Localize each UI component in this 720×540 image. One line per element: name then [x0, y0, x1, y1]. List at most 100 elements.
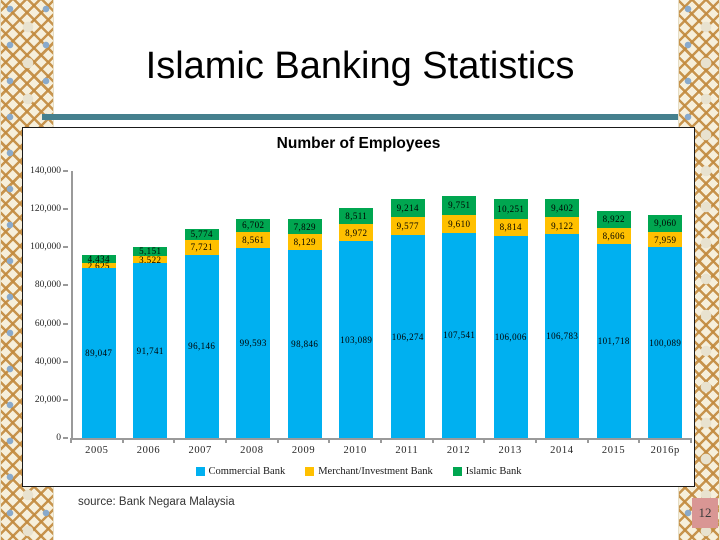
data-label: 8,129: [293, 236, 316, 247]
data-label: 106,783: [546, 331, 579, 342]
data-label: 8,606: [602, 230, 625, 241]
stacked-bar-2016p: 9,060 7,959 100,089: [648, 214, 683, 438]
data-label: 4,434: [87, 253, 110, 264]
stacked-bar-2013: 10,251 8,814 106,006: [493, 199, 528, 438]
data-label: 9,751: [448, 200, 471, 211]
chart-container: Number of Employees 0 20,000 40,000 60,000 8…: [22, 127, 695, 487]
x-axis-tick: [380, 438, 382, 443]
y-axis-label: 40,000: [34, 356, 61, 367]
x-axis-label: 2016p: [650, 445, 680, 456]
x-axis-label: 2014: [550, 445, 574, 456]
data-label: 106,274: [391, 331, 424, 342]
y-axis-label: 80,000: [34, 280, 61, 291]
data-label: 7,721: [190, 242, 213, 253]
slide-title: Islamic Banking Statistics: [145, 45, 575, 87]
bar-segment: 9,751: [442, 196, 477, 215]
bar-segment: 99,593: [236, 248, 271, 438]
bar-segment: 100,089: [648, 247, 683, 438]
x-axis-tick: [173, 438, 176, 443]
data-label: 100,089: [649, 337, 682, 348]
title-divider: [42, 114, 678, 120]
data-label: 7,959: [654, 234, 677, 245]
bar-segment: 9,610: [442, 214, 477, 233]
bar-segment: 8,129: [287, 234, 322, 250]
bar-segment: 106,274: [390, 235, 425, 438]
bar-slot: 9,214 9,577 106,274: [382, 171, 434, 438]
x-axis-tick: [431, 438, 434, 443]
stacked-bar-2011: 9,214 9,577 106,274: [390, 199, 425, 438]
bar-segment: 3,522: [133, 255, 168, 265]
y-axis-tick: [63, 170, 68, 172]
bar-slot: 5,774 7,721 96,146: [176, 171, 228, 438]
bar-segment: 98,846: [287, 249, 322, 438]
y-axis-tick: [63, 208, 68, 211]
stacked-bar-2015: 8,922 8,606 101,718: [596, 210, 631, 438]
y-axis-tick: [63, 398, 68, 401]
x-axis-label: 2012: [446, 445, 471, 456]
y-axis-tick: [63, 322, 68, 325]
data-label: 106,006: [494, 331, 527, 342]
bar-segment: 7,721: [184, 239, 219, 255]
legend-item: Commercial Bank: [195, 466, 286, 477]
stacked-bar-2009: 7,829 8,129 98,846: [287, 219, 322, 438]
legend-label: Commercial Bank: [208, 466, 286, 477]
bar-slot: 9,751 9,610 107,541: [434, 171, 486, 438]
data-label: 9,122: [551, 220, 574, 231]
bar-segment: 8,561: [236, 231, 271, 249]
stacked-bar-2008: 6,702 8,561 99,593: [236, 219, 271, 438]
x-axis-tick: [535, 438, 537, 443]
x-axis-tick: [690, 438, 692, 443]
legend-swatch-icon: [452, 467, 462, 476]
data-label: 99,593: [239, 338, 267, 349]
data-label: 91,741: [136, 345, 164, 356]
bar-segment: 8,814: [493, 219, 528, 236]
data-label: 9,214: [396, 203, 419, 214]
data-label: 96,146: [188, 341, 216, 352]
y-axis-label: 120,000: [30, 204, 61, 215]
legend-label: Merchant/Investment Bank: [318, 466, 433, 477]
bar-segment: 6,702: [236, 219, 271, 232]
bar-slot: 9,402 9,122 106,783: [537, 171, 589, 438]
y-axis: 0 20,000 40,000 60,000 80,000 100,000 120,000 1…: [23, 166, 70, 443]
bar-segment: 7,829: [287, 219, 322, 234]
bar-segment: 4,434: [81, 253, 116, 264]
data-label: 8,922: [602, 214, 625, 225]
bar-segment: 89,047: [81, 268, 116, 438]
x-axis-label: 2006: [136, 445, 161, 456]
x-axis-tick: [225, 438, 227, 443]
page-number-badge: 12: [692, 498, 718, 528]
data-label: 7,829: [293, 221, 316, 232]
data-label: 10,251: [497, 204, 525, 215]
legend-item: Merchant/Investment Bank: [305, 466, 433, 477]
legend-swatch-icon: [195, 467, 205, 476]
bar-segment: 96,146: [184, 254, 219, 438]
data-label: 5,774: [190, 229, 213, 240]
x-axis-tick: [70, 438, 72, 443]
bar-segment: 9,060: [648, 214, 683, 232]
x-axis-labels: 2005 2006 2007 2008 2009 2010 2011 2012 2013 2014…: [71, 445, 691, 456]
stacked-bar-2010: 8,511 8,972 103,089: [339, 208, 374, 438]
x-axis-label: 2015: [601, 445, 626, 456]
data-label: 101,718: [597, 336, 630, 346]
stacked-bar-2012: 9,751 9,610 107,541: [442, 196, 477, 438]
legend-label: Islamic Bank: [465, 466, 522, 477]
bar-segment: 8,922: [596, 210, 631, 228]
y-axis-tick: [63, 360, 68, 363]
data-label: 9,060: [654, 218, 677, 229]
stacked-bar-2005: 4,434 2,625 89,047: [81, 253, 116, 438]
bar-segment: 5,774: [184, 228, 219, 240]
data-label: 107,541: [443, 330, 476, 341]
x-axis-label: 2009: [291, 445, 316, 456]
bar-segment: 7,959: [648, 231, 683, 248]
x-axis-tick: [483, 438, 486, 443]
y-axis-tick: [63, 246, 68, 249]
bar-segment: 8,606: [596, 227, 631, 244]
x-axis-label: 2008: [240, 445, 264, 456]
x-axis-label: 2013: [498, 445, 522, 456]
bar-segment: 107,541: [442, 232, 477, 438]
bar-segment: 9,402: [545, 199, 580, 217]
y-axis-label: 60,000: [34, 318, 61, 329]
x-axis-label: 2011: [395, 445, 419, 456]
bar-segment: 9,122: [545, 216, 580, 235]
